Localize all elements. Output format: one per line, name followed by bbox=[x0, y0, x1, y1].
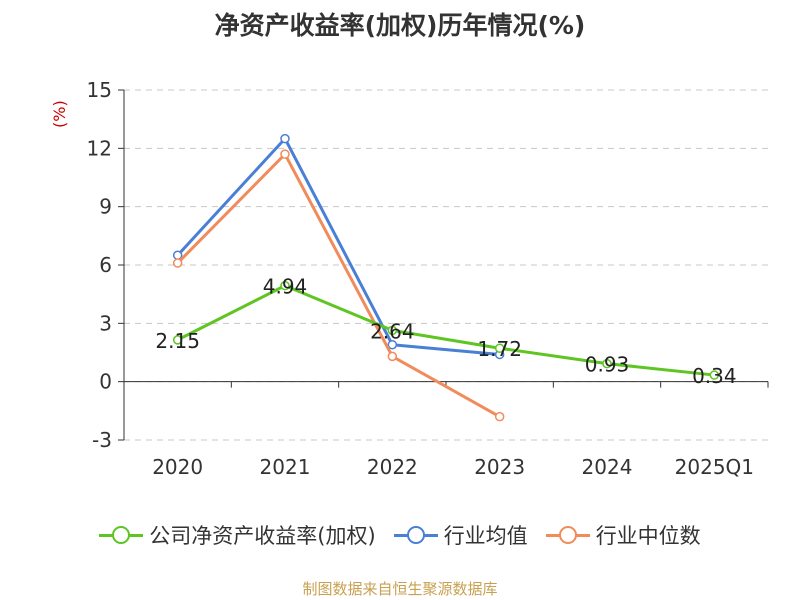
x-tick-label: 2020 bbox=[152, 455, 203, 479]
legend: 公司净资产收益率(加权) 行业均值 行业中位数 bbox=[0, 520, 800, 550]
series-line bbox=[176, 152, 501, 418]
data-point bbox=[494, 411, 505, 422]
data-label: 0.93 bbox=[585, 353, 630, 377]
data-point bbox=[280, 149, 290, 159]
data-point bbox=[709, 370, 720, 380]
data-point bbox=[172, 335, 183, 345]
source-footer: 制图数据来自恒生聚源数据库 bbox=[302, 580, 498, 598]
y-tick-label: 9 bbox=[99, 195, 112, 219]
chart-title: 净资产收益率(加权)历年情况(%) bbox=[214, 11, 586, 40]
legend-item-industry-mean[interactable]: 行业均值 bbox=[393, 520, 528, 550]
y-tick-label: 12 bbox=[87, 136, 112, 160]
data-point bbox=[280, 280, 290, 291]
data-point bbox=[387, 351, 398, 362]
y-tick-label: 6 bbox=[99, 253, 112, 277]
x-tick-label: 2023 bbox=[474, 455, 525, 479]
series-line bbox=[176, 137, 500, 356]
data-point bbox=[602, 358, 612, 369]
line-chart: -3 0 3 6 9 12 15 2020 2021 2022 2023 2024 2025Q1 2.15… bbox=[87, 78, 769, 479]
data-point bbox=[387, 339, 398, 350]
legend-marker-icon bbox=[99, 524, 144, 546]
legend-item-company-roe[interactable]: 公司净资产收益率(加权) bbox=[99, 520, 376, 550]
y-tick-label: 15 bbox=[87, 78, 112, 102]
x-tick-label: 2022 bbox=[367, 455, 418, 479]
y-tick-label: 3 bbox=[99, 311, 112, 335]
data-point bbox=[387, 325, 398, 336]
x-tick-label: 2025Q1 bbox=[675, 455, 754, 479]
data-label: 4.94 bbox=[263, 275, 308, 299]
y-tick-label: -3 bbox=[92, 428, 112, 452]
x-tick-label: 2021 bbox=[260, 455, 311, 479]
legend-label: 行业均值 bbox=[443, 524, 528, 548]
data-point bbox=[172, 258, 183, 268]
data-label: 2.15 bbox=[155, 329, 200, 353]
y-tick-label: 0 bbox=[99, 370, 112, 394]
data-label: 2.64 bbox=[370, 319, 415, 343]
data-point bbox=[280, 133, 290, 144]
x-tick-label: 2024 bbox=[582, 455, 633, 479]
data-point bbox=[172, 250, 183, 261]
legend-label: 公司净资产收益率(加权) bbox=[149, 524, 376, 548]
legend-marker-icon bbox=[393, 524, 438, 546]
legend-item-industry-median[interactable]: 行业中位数 bbox=[545, 520, 701, 550]
data-label: 1.72 bbox=[477, 337, 522, 361]
series-line bbox=[176, 284, 715, 377]
legend-marker-icon bbox=[545, 524, 590, 546]
data-label: 0.34 bbox=[692, 364, 737, 388]
data-point bbox=[494, 343, 505, 353]
legend-label: 行业中位数 bbox=[595, 524, 701, 548]
